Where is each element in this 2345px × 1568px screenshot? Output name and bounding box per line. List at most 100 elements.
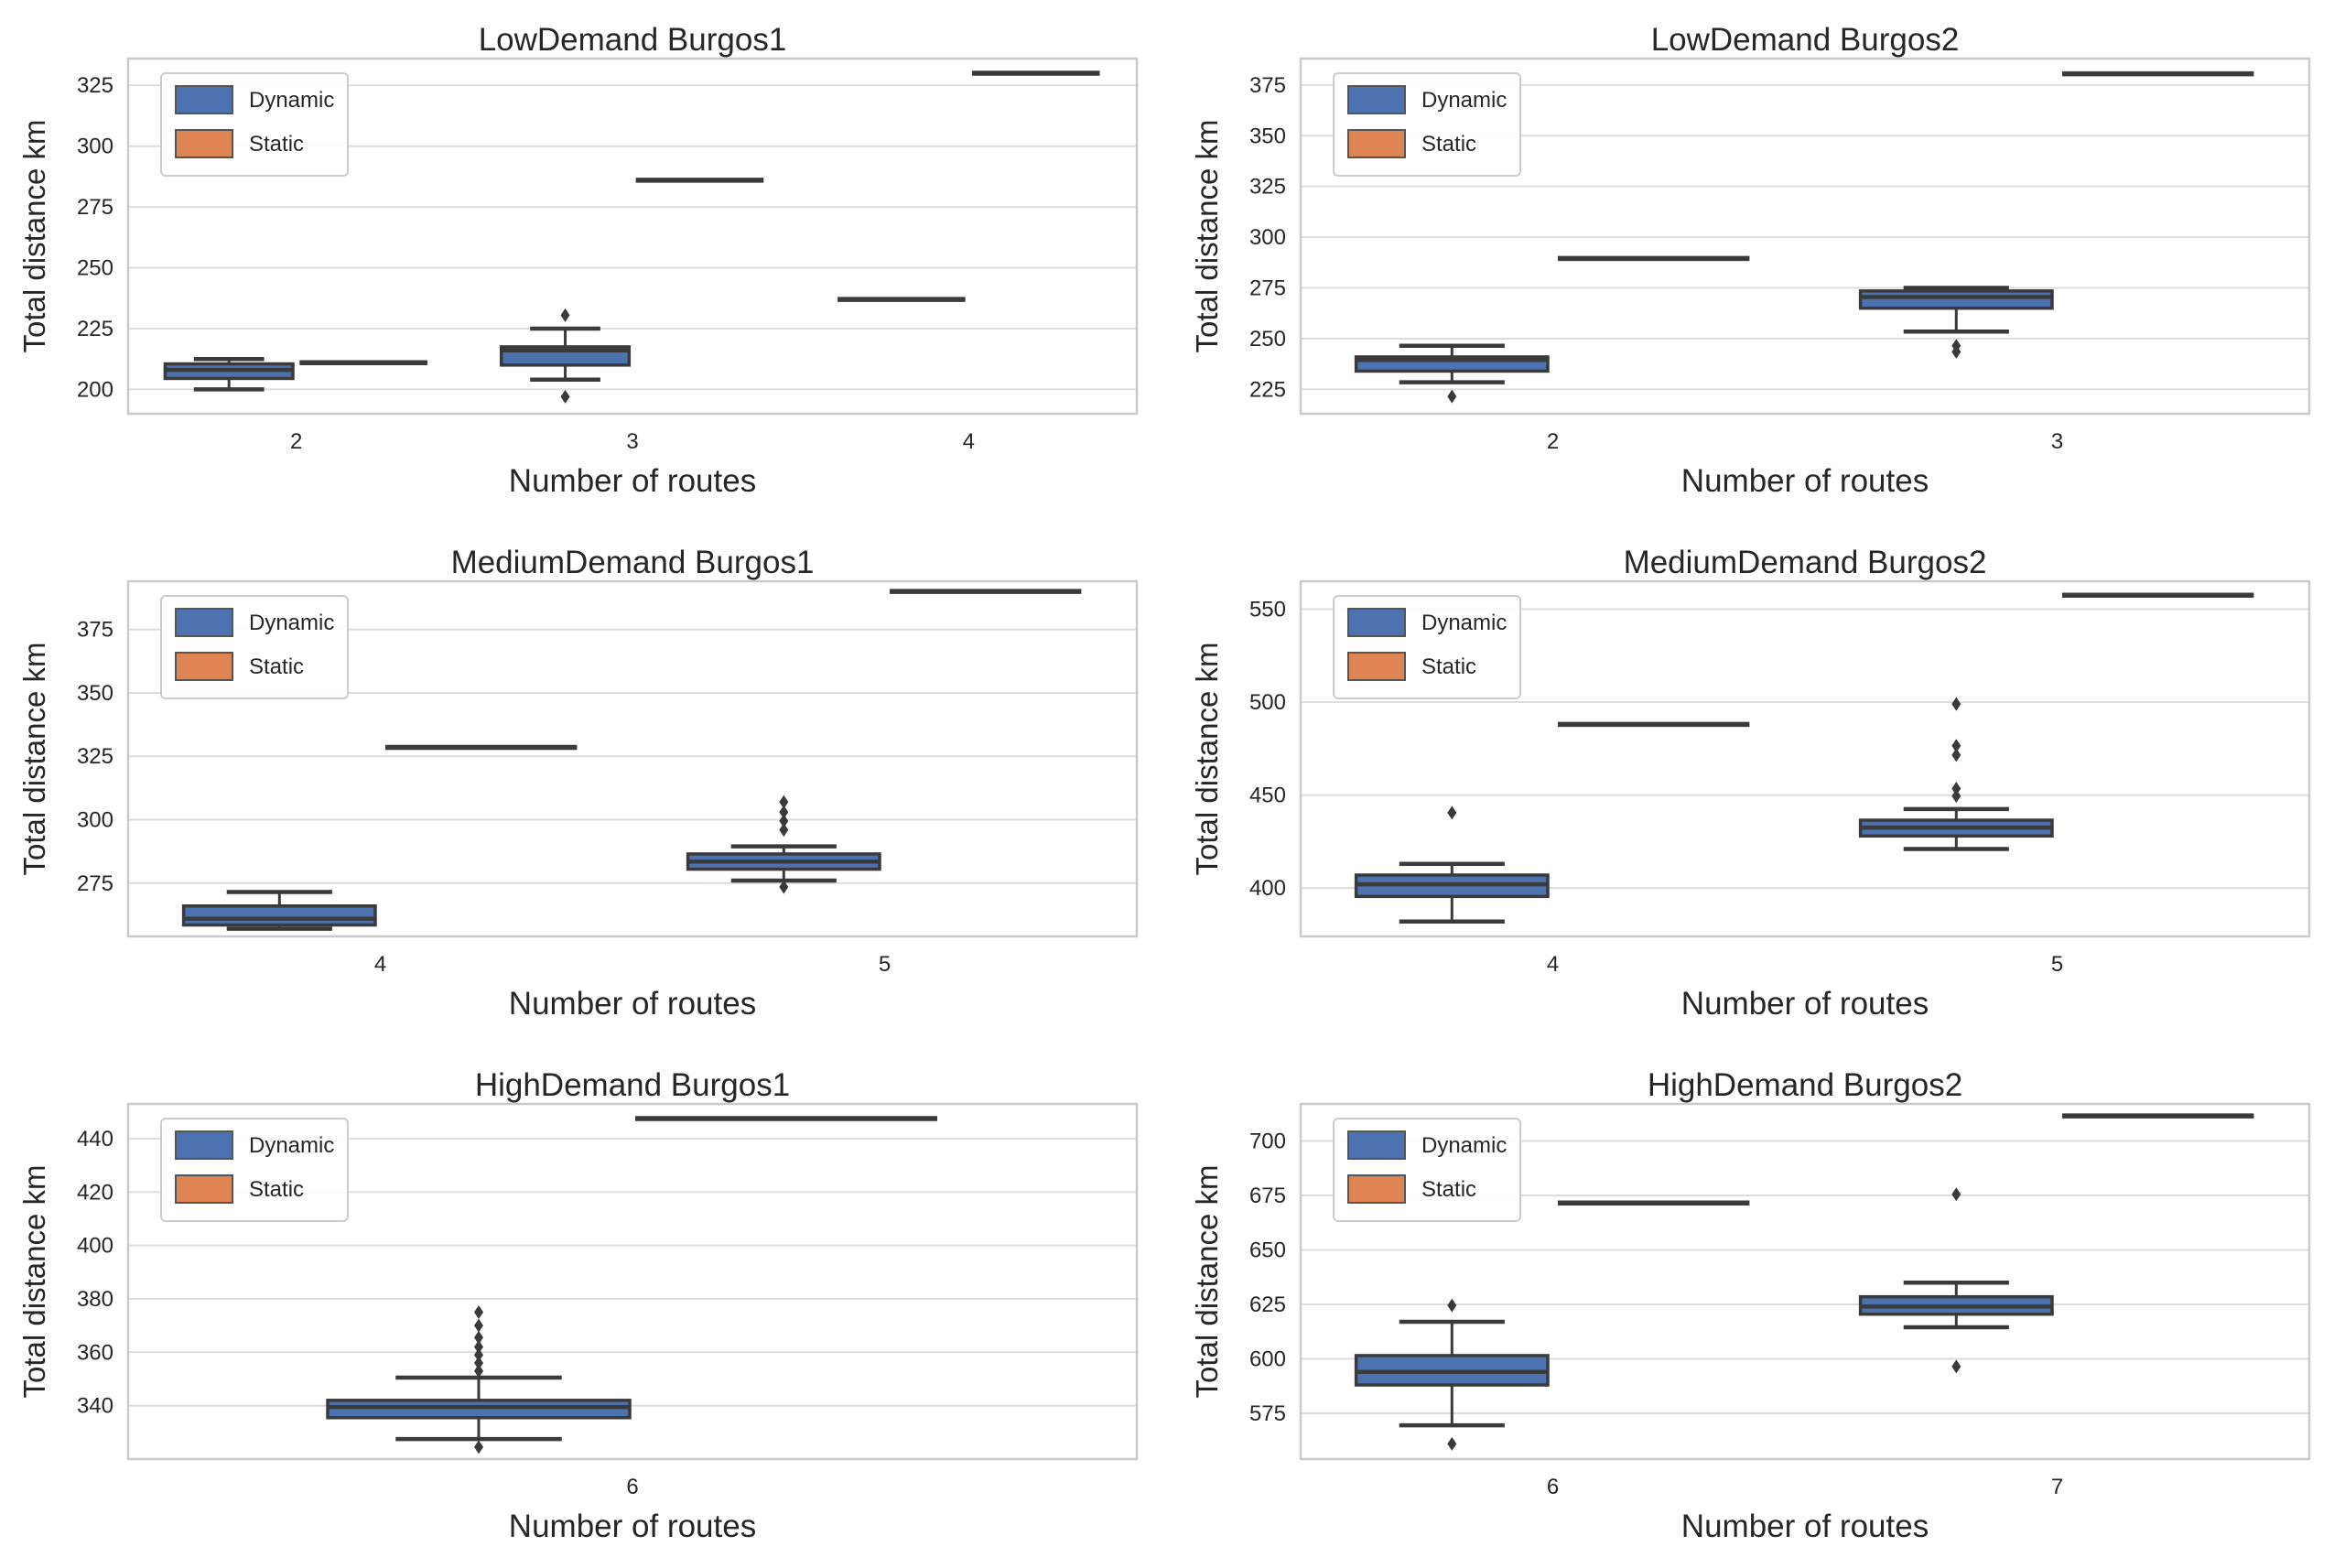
outlier-marker: [779, 880, 789, 894]
outlier-marker: [474, 1440, 483, 1454]
plot-spines: [1299, 57, 2311, 416]
outlier-marker: [1951, 789, 1961, 804]
legend-label-static: Static: [249, 654, 304, 679]
outlier-marker: [474, 1305, 483, 1320]
legend-swatch-static: [175, 652, 233, 681]
x-tick-label: 4: [963, 429, 975, 454]
plot-area: 340 360 380 400 420 440 6 Dynamic Static: [77, 1102, 1139, 1499]
outlier-marker: [474, 1339, 483, 1354]
y-tick-label: 325: [77, 73, 113, 98]
legend-swatch-dynamic: [175, 1130, 233, 1160]
x-tick-label: 4: [374, 952, 386, 977]
legend-label-static: Static: [1421, 654, 1476, 679]
y-tick-label: 550: [1249, 597, 1286, 622]
outlier-marker: [474, 1318, 483, 1333]
y-tick-label: 275: [1249, 276, 1286, 301]
legend-label-dynamic: Dynamic: [249, 611, 334, 635]
y-tick-label: 700: [1249, 1129, 1286, 1153]
x-axis-label: Number of routes: [508, 1509, 757, 1544]
y-tick-label: 225: [77, 317, 113, 341]
y-tick-label: 360: [77, 1340, 113, 1365]
y-tick-label: 250: [77, 256, 113, 281]
legend: Dynamic Static: [1333, 72, 1521, 177]
legend-swatch-dynamic: [1347, 85, 1406, 114]
legend: Dynamic Static: [160, 72, 349, 177]
y-tick-label: 300: [77, 135, 113, 159]
legend-label-static: Static: [1421, 132, 1476, 157]
x-tick-label: 5: [879, 952, 891, 977]
x-tick-label: 6: [626, 1475, 638, 1499]
y-tick-label: 650: [1249, 1238, 1286, 1262]
y-tick-label: 440: [77, 1127, 113, 1152]
y-tick-label: 450: [1249, 784, 1286, 808]
subplot-lowdemand-burgos2: LowDemand Burgos2 Total distance km 225 2…: [1172, 0, 2345, 523]
outlier-marker: [1951, 1187, 1961, 1202]
chart-title: HighDemand Burgos2: [1647, 1067, 1963, 1103]
legend: Dynamic Static: [160, 595, 349, 699]
outlier-marker: [1447, 389, 1457, 404]
legend-label-dynamic: Dynamic: [1421, 1133, 1507, 1158]
legend: Dynamic Static: [160, 1118, 349, 1222]
y-tick-label: 275: [77, 195, 113, 220]
outlier-marker: [560, 308, 570, 322]
x-tick-label: 3: [2051, 429, 2063, 454]
plot-area: 400 450 500 550 4 5 Dynamic Static: [1249, 579, 2311, 977]
dynamic-box-4: [181, 890, 377, 931]
plot-spines: [126, 57, 1139, 416]
chart-title: LowDemand Burgos1: [478, 22, 787, 58]
legend-swatch-dynamic: [1347, 608, 1406, 637]
dynamic-box-2: [1354, 343, 1550, 404]
outlier-marker: [1951, 748, 1961, 762]
x-tick-label: 5: [2051, 952, 2063, 977]
subplot-lowdemand-burgos1: LowDemand Burgos1 Total distance km 200 2…: [0, 0, 1172, 523]
chart-title: HighDemand Burgos1: [474, 1067, 791, 1103]
y-tick-label: 400: [77, 1234, 113, 1259]
outlier-marker: [1447, 1436, 1457, 1451]
dynamic-box-3: [499, 308, 632, 404]
outlier-marker: [474, 1364, 483, 1379]
plot-area: 225 250 275 300 325 350 375 2 3 Dynamic Static: [1249, 57, 2311, 454]
chart-title: LowDemand Burgos2: [1650, 22, 1960, 58]
legend-label-static: Static: [249, 1177, 304, 1202]
plot-spines: [126, 1102, 1139, 1461]
y-tick-label: 225: [1249, 377, 1286, 402]
y-tick-label: 275: [77, 871, 113, 896]
dynamic-box-4: [1354, 806, 1550, 924]
outlier-marker: [779, 814, 789, 828]
legend-label-dynamic: Dynamic: [249, 88, 334, 113]
outlier-marker: [1951, 739, 1961, 753]
legend-swatch-dynamic: [175, 608, 233, 637]
y-tick-label: 350: [1249, 124, 1286, 148]
plot-area: 200 225 250 275 300 325 2 3 4 Dynamic Static: [77, 57, 1139, 454]
x-tick-label: 3: [626, 429, 638, 454]
x-axis-label: Number of routes: [508, 463, 757, 499]
outlier-marker: [779, 823, 789, 838]
y-tick-label: 375: [1249, 73, 1286, 98]
x-axis-label: Number of routes: [508, 986, 757, 1022]
outlier-marker: [474, 1347, 483, 1362]
y-tick-label: 250: [1249, 327, 1286, 351]
x-tick-label: 4: [1547, 952, 1559, 977]
x-axis-label: Number of routes: [1680, 1509, 1929, 1544]
outlier-marker: [560, 389, 570, 404]
outlier-marker: [1951, 1359, 1961, 1374]
legend-label-dynamic: Dynamic: [1421, 88, 1507, 113]
x-tick-label: 6: [1547, 1475, 1559, 1499]
subplot-mediumdemand-burgos2: MediumDemand Burgos2 Total distance km 4…: [1172, 523, 2345, 1045]
y-tick-label: 380: [77, 1287, 113, 1312]
y-tick-label: 350: [77, 681, 113, 706]
legend-swatch-static: [1347, 129, 1406, 158]
y-tick-label: 200: [77, 377, 113, 402]
x-tick-label: 2: [290, 429, 302, 454]
y-tick-label: 325: [1249, 175, 1286, 200]
y-tick-label: 500: [1249, 690, 1286, 715]
chart-title: MediumDemand Burgos2: [1623, 545, 1987, 580]
legend-swatch-static: [175, 129, 233, 158]
legend-label-static: Static: [1421, 1177, 1476, 1202]
outlier-marker: [474, 1330, 483, 1345]
legend-swatch-static: [175, 1174, 233, 1204]
plot-spines: [1299, 579, 2311, 938]
outlier-marker: [1951, 697, 1961, 711]
y-tick-label: 340: [77, 1394, 113, 1419]
